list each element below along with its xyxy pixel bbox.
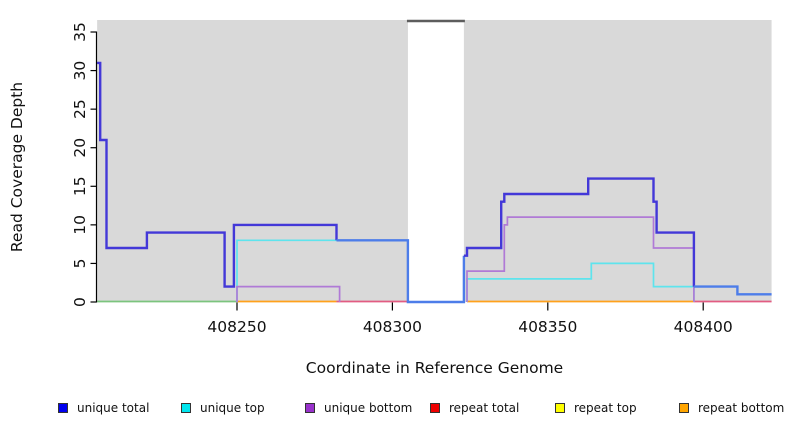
y-axis-label: Read Coverage Depth	[8, 81, 26, 253]
legend-label: repeat bottom	[698, 401, 785, 415]
series-line-unique-total	[97, 61, 338, 288]
legend-swatch	[58, 403, 68, 413]
y-tick-label: 15	[71, 176, 89, 196]
y-tick-label: 25	[71, 99, 89, 119]
legend-item-repeat-top: repeat top	[555, 399, 637, 417]
legend-item-repeat-bottom: repeat bottom	[679, 399, 784, 417]
series-line-unique-total	[336, 239, 466, 304]
y-tick-label: 0	[71, 297, 89, 307]
legend-label: unique bottom	[324, 401, 413, 415]
y-tick-label: 30	[71, 61, 89, 81]
series-line-unique-total	[693, 285, 772, 296]
legend-swatch	[555, 403, 565, 413]
x-tick-label: 408250	[207, 318, 266, 336]
legend: unique total unique top unique bottom repea…	[0, 399, 792, 423]
legend-swatch	[679, 403, 689, 413]
x-axis-label: Coordinate in Reference Genome	[305, 359, 564, 377]
series-line-unique-bottom	[466, 216, 695, 302]
x-tick-label: 408350	[518, 318, 577, 336]
series-line-unique-top	[466, 262, 695, 302]
x-tick-label: 408400	[674, 318, 733, 336]
legend-item-unique-bottom: unique bottom	[305, 399, 412, 417]
series-line-unique-total	[463, 177, 696, 287]
legend-swatch	[305, 403, 315, 413]
series-line-unique-bottom	[236, 285, 341, 302]
legend-swatch	[181, 403, 191, 413]
legend-label: unique top	[200, 401, 265, 415]
legend-swatch	[430, 403, 440, 413]
y-tick-label: 35	[71, 22, 89, 42]
legend-label: unique total	[77, 401, 150, 415]
legend-item-unique-total: unique total	[58, 399, 149, 417]
y-tick-label: 5	[71, 258, 89, 268]
legend-label: repeat total	[449, 401, 520, 415]
y-tick-label: 20	[71, 138, 89, 158]
y-tick-label: 10	[71, 215, 89, 235]
x-tick-label: 408300	[363, 318, 422, 336]
gap-region	[407, 20, 464, 302]
legend-label: repeat top	[574, 401, 637, 415]
legend-item-unique-top: unique top	[181, 399, 265, 417]
legend-item-repeat-total: repeat total	[430, 399, 519, 417]
